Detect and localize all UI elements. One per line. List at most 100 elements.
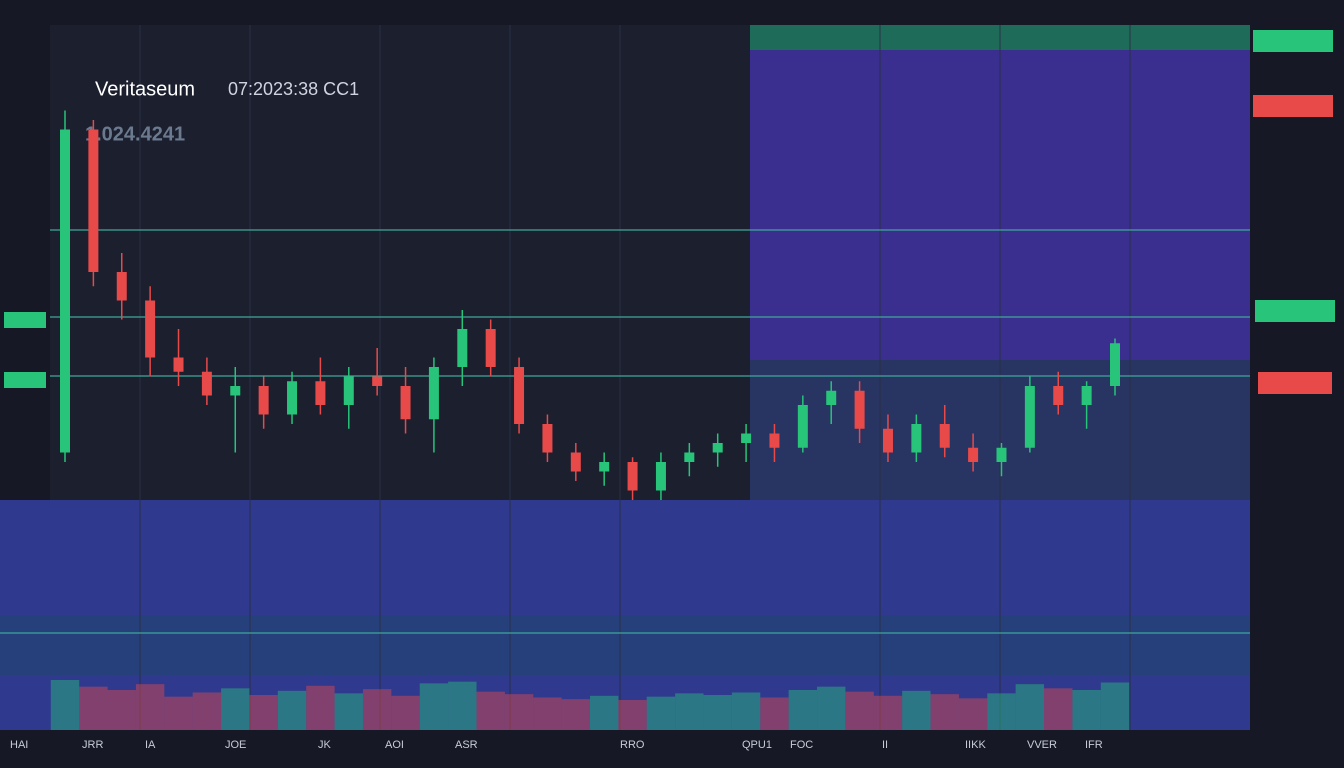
volume-bar — [646, 696, 676, 730]
price-tag — [1255, 300, 1335, 322]
candle-body — [627, 462, 638, 491]
volume-bar — [590, 695, 619, 730]
x-tick-label: JK — [318, 739, 332, 751]
volume-bar — [987, 693, 1016, 730]
x-tick-label: JRR — [82, 739, 103, 751]
volume-bar — [107, 690, 136, 730]
volume-bar — [930, 694, 959, 730]
candle-body — [88, 129, 99, 272]
candle-body — [145, 300, 156, 358]
volume-bar — [221, 688, 250, 730]
candle-body — [230, 386, 241, 396]
candle-body — [1110, 343, 1120, 386]
chart-subtitle: 07:2023:38 CC1 — [228, 79, 359, 99]
volume-bar — [249, 695, 278, 730]
price-tag — [1253, 95, 1333, 117]
candle-body — [854, 390, 865, 429]
price-tag — [4, 372, 46, 388]
candle-body — [882, 428, 893, 453]
volume-bar — [1044, 688, 1073, 730]
x-tick-label: RRO — [620, 739, 645, 751]
volume-bar — [1072, 690, 1101, 730]
candle-body — [116, 272, 127, 301]
volume-bar — [135, 684, 165, 730]
x-tick-label: JOE — [225, 739, 246, 751]
volume-bar — [419, 683, 449, 730]
volume-bar — [675, 693, 704, 730]
candle-body — [996, 447, 1007, 462]
candle-body — [939, 424, 950, 448]
volume-bar — [561, 699, 590, 730]
candle-body — [173, 357, 184, 372]
candle-body — [968, 447, 979, 462]
candle-body — [826, 390, 837, 405]
volume-bar — [760, 697, 789, 730]
volume-bar — [958, 698, 988, 730]
x-axis-panel — [0, 730, 1344, 768]
candle-body — [684, 452, 695, 462]
volume-bar — [192, 692, 222, 730]
candle-body — [514, 367, 525, 424]
volume-bar — [448, 681, 477, 730]
volume-bar — [902, 690, 931, 730]
candle-body — [542, 424, 553, 453]
candle-body — [485, 329, 496, 367]
volume-bar — [164, 696, 193, 730]
volume-bar — [533, 697, 562, 730]
candle-body — [258, 386, 269, 415]
candle-body — [457, 329, 468, 367]
x-tick-label: QPU1 — [742, 739, 772, 751]
x-tick-label: AOI — [385, 739, 404, 751]
price-tag — [4, 312, 46, 328]
x-tick-label: IIKK — [965, 739, 986, 751]
price-label: 1.024.4241 — [85, 123, 185, 145]
candle-body — [570, 452, 581, 472]
candle-body — [428, 367, 439, 420]
price-tags — [4, 30, 1335, 394]
candle-body — [712, 443, 723, 453]
candle-body — [287, 381, 298, 415]
chart-title: Veritaseum — [95, 78, 195, 100]
x-tick-label: II — [882, 739, 888, 751]
x-tick-label: VVER — [1027, 739, 1057, 751]
candle-body — [315, 381, 326, 405]
candle-body — [372, 376, 383, 386]
volume-bar — [476, 691, 505, 730]
levels — [0, 229, 1250, 634]
candle-body — [1024, 386, 1035, 448]
price-tag — [1253, 30, 1333, 52]
volume-bar — [817, 686, 846, 730]
candle-body — [769, 433, 780, 448]
volume-bar — [788, 690, 818, 730]
volume-bar — [334, 693, 363, 730]
x-tick-label: ASR — [455, 739, 478, 751]
volume-bar — [277, 690, 307, 730]
x-tick-label: FOC — [790, 739, 813, 751]
candle-body — [655, 462, 666, 491]
candle-body — [343, 376, 354, 405]
candle-body — [400, 386, 411, 420]
price-tag — [1258, 372, 1332, 394]
candle-body — [599, 462, 610, 472]
candle-body — [201, 371, 212, 396]
volume-bar — [873, 695, 903, 730]
volume-bar — [391, 695, 420, 730]
candle-body — [60, 129, 70, 453]
volume-bar — [362, 689, 392, 730]
volume-bar — [1100, 682, 1130, 730]
volume-bar — [79, 686, 108, 730]
candle-body — [797, 405, 808, 448]
volume-bar — [306, 685, 335, 730]
grid — [139, 25, 1131, 730]
x-tick-label: IA — [145, 739, 156, 751]
x-tick-label: IFR — [1085, 739, 1103, 751]
candle-body — [741, 433, 752, 443]
candle-body — [911, 424, 922, 453]
volume-bar — [50, 680, 80, 730]
volume-bar — [845, 691, 874, 730]
volume-bar — [1015, 684, 1045, 730]
volume-bar — [504, 694, 534, 730]
candle-body — [1053, 386, 1064, 405]
